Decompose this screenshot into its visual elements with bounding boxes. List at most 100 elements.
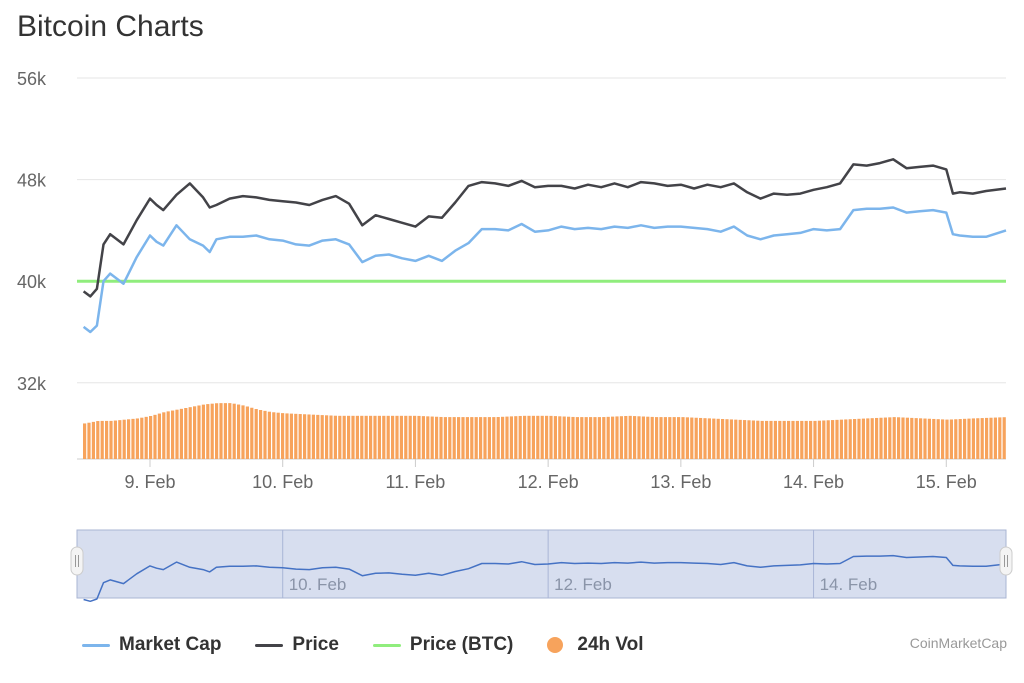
volume-bar[interactable] [941, 419, 945, 459]
volume-bar[interactable] [215, 403, 219, 459]
volume-bar[interactable] [333, 415, 337, 459]
volume-bar[interactable] [364, 415, 368, 459]
volume-bar[interactable] [641, 416, 645, 459]
volume-bar[interactable] [113, 420, 117, 459]
volume-bar[interactable] [201, 404, 205, 459]
volume-bar[interactable] [351, 415, 355, 459]
volume-bar[interactable] [285, 413, 289, 459]
volume-bar[interactable] [848, 419, 852, 459]
volume-bar[interactable] [509, 416, 513, 459]
volume-bar[interactable] [553, 416, 557, 459]
volume-bar[interactable] [109, 420, 113, 459]
volume-bar[interactable] [391, 415, 395, 459]
volume-bar[interactable] [474, 417, 478, 459]
legend-item-24h-vol[interactable]: 24h Vol [547, 634, 644, 656]
legend-item-price[interactable]: Price [255, 634, 339, 656]
volume-bar[interactable] [549, 415, 553, 459]
volume-bar[interactable] [153, 414, 157, 459]
volume-bar[interactable] [514, 416, 518, 459]
volume-bar[interactable] [853, 419, 857, 459]
volume-bar[interactable] [294, 413, 298, 459]
volume-bar[interactable] [241, 405, 245, 459]
volume-bar[interactable] [382, 415, 386, 459]
volume-bar[interactable] [347, 415, 351, 459]
volume-bar[interactable] [426, 416, 430, 459]
volume-bar[interactable] [369, 415, 373, 459]
volume-bar[interactable] [857, 418, 861, 459]
volume-bar[interactable] [527, 415, 531, 459]
volume-bar[interactable] [971, 418, 975, 459]
volume-bar[interactable] [624, 415, 628, 459]
volume-bar[interactable] [910, 417, 914, 459]
volume-bar[interactable] [281, 413, 285, 459]
volume-bar[interactable] [435, 416, 439, 459]
volume-bar[interactable] [307, 414, 311, 459]
legend-item-market-cap[interactable]: Market Cap [82, 634, 221, 656]
volume-bar[interactable] [228, 403, 232, 459]
volume-bar[interactable] [646, 416, 650, 459]
volume-bar[interactable] [795, 420, 799, 459]
volume-bar[interactable] [963, 418, 967, 459]
navigator-left-handle[interactable] [70, 546, 84, 576]
volume-bar[interactable] [628, 415, 632, 459]
volume-bar[interactable] [157, 413, 161, 459]
volume-bar[interactable] [809, 420, 813, 459]
volume-bar[interactable] [677, 417, 681, 459]
volume-bar[interactable] [663, 417, 667, 459]
volume-bar[interactable] [404, 415, 408, 459]
volume-bar[interactable] [118, 420, 122, 459]
volume-bar[interactable] [329, 415, 333, 459]
volume-bar[interactable] [131, 418, 135, 459]
volume-bar[interactable] [721, 419, 725, 459]
volume-bar[interactable] [272, 412, 276, 459]
volume-bar[interactable] [659, 417, 663, 459]
volume-bar[interactable] [193, 406, 197, 459]
volume-bar[interactable] [373, 415, 377, 459]
volume-bar[interactable] [734, 419, 738, 459]
volume-bar[interactable] [936, 419, 940, 459]
volume-bar[interactable] [540, 415, 544, 459]
volume-bar[interactable] [914, 418, 918, 459]
volume-bar[interactable] [496, 417, 500, 459]
volume-bar[interactable] [162, 412, 166, 459]
volume-bar[interactable] [263, 410, 267, 459]
volume-bar[interactable] [298, 414, 302, 459]
volume-bar[interactable] [760, 420, 764, 459]
volume-bar[interactable] [316, 414, 320, 459]
volume-bar[interactable] [791, 420, 795, 459]
volume-bar[interactable] [289, 413, 293, 459]
volume-bar[interactable] [197, 405, 201, 459]
price-series-line[interactable] [82, 158, 1007, 298]
volume-bar[interactable] [571, 416, 575, 459]
volume-bar[interactable] [989, 417, 993, 459]
volume-bar[interactable] [562, 416, 566, 459]
volume-bar[interactable] [100, 420, 104, 459]
volume-bar[interactable] [875, 417, 879, 459]
volume-bar[interactable] [672, 417, 676, 459]
volume-bar[interactable] [443, 417, 447, 459]
volume-bar[interactable] [597, 417, 601, 459]
volume-bar[interactable] [87, 422, 91, 459]
volume-bar[interactable] [377, 415, 381, 459]
volume-bar[interactable] [223, 403, 227, 459]
volume-bar[interactable] [897, 417, 901, 459]
volume-bar[interactable] [465, 417, 469, 459]
volume-bar[interactable] [355, 415, 359, 459]
navigator-series-line[interactable] [83, 554, 1007, 603]
volume-bar[interactable] [703, 418, 707, 459]
volume-bar[interactable] [584, 417, 588, 459]
volume-bar[interactable] [237, 404, 241, 459]
volume-bar[interactable] [206, 404, 210, 459]
volume-bar[interactable] [417, 415, 421, 459]
volume-bar[interactable] [523, 415, 527, 459]
volume-bar[interactable] [993, 417, 997, 459]
volume-bar[interactable] [773, 420, 777, 459]
volume-bar[interactable] [320, 415, 324, 459]
volume-bar[interactable] [699, 417, 703, 459]
volume-bar[interactable] [430, 416, 434, 459]
volume-bar[interactable] [448, 417, 452, 459]
volume-bar[interactable] [839, 419, 843, 459]
volume-bar[interactable] [835, 419, 839, 459]
volume-bar[interactable] [690, 417, 694, 459]
volume-bar[interactable] [716, 418, 720, 459]
